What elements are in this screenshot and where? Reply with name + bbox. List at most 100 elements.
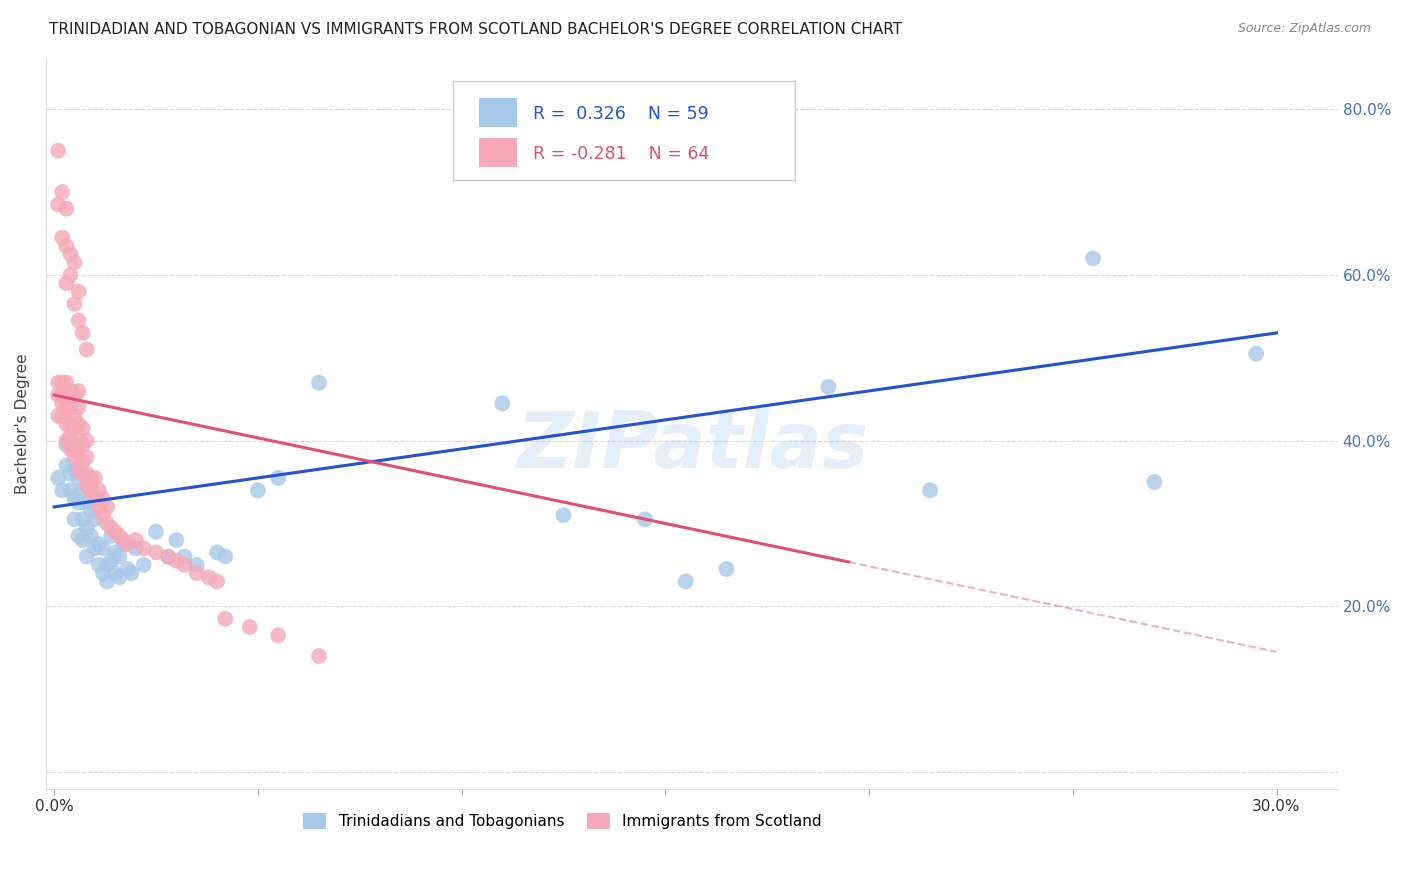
Point	[87, 500, 110, 514]
Point	[214, 549, 236, 564]
Point	[76, 343, 98, 357]
Point	[198, 570, 221, 584]
Point	[51, 388, 73, 402]
Point	[553, 508, 575, 523]
Point	[157, 549, 180, 564]
Point	[72, 512, 94, 526]
Point	[55, 376, 77, 390]
Point	[87, 558, 110, 572]
Point	[51, 396, 73, 410]
Point	[76, 479, 98, 493]
Point	[117, 537, 139, 551]
FancyBboxPatch shape	[453, 81, 796, 180]
Point	[112, 537, 135, 551]
Point	[72, 454, 94, 468]
Point	[46, 376, 69, 390]
Point	[59, 442, 82, 456]
Point	[246, 483, 269, 498]
Point	[132, 541, 155, 556]
Point	[59, 401, 82, 415]
Point	[55, 202, 77, 216]
Point	[46, 471, 69, 485]
Point	[46, 388, 69, 402]
Point	[51, 230, 73, 244]
Point	[132, 558, 155, 572]
Point	[112, 533, 135, 547]
Point	[91, 508, 114, 523]
Point	[716, 562, 738, 576]
Point	[80, 529, 103, 543]
Point	[308, 648, 330, 663]
Point	[59, 467, 82, 481]
Point	[108, 570, 131, 584]
Legend: Trinidadians and Tobagonians, Immigrants from Scotland: Trinidadians and Tobagonians, Immigrants…	[297, 807, 828, 836]
Point	[55, 417, 77, 431]
Point	[817, 380, 839, 394]
Point	[80, 504, 103, 518]
Point	[76, 496, 98, 510]
Point	[104, 566, 127, 581]
Point	[124, 533, 146, 547]
Text: R = -0.281    N = 64: R = -0.281 N = 64	[533, 145, 709, 163]
Point	[96, 500, 118, 514]
Point	[87, 483, 110, 498]
Text: Source: ZipAtlas.com: Source: ZipAtlas.com	[1237, 22, 1371, 36]
Point	[72, 467, 94, 481]
Point	[63, 297, 86, 311]
Point	[83, 471, 105, 485]
Point	[96, 574, 118, 589]
Point	[59, 483, 82, 498]
Point	[63, 491, 86, 506]
Point	[100, 554, 122, 568]
Point	[100, 520, 122, 534]
Point	[63, 255, 86, 269]
Point	[96, 516, 118, 531]
Text: R =  0.326    N = 59: R = 0.326 N = 59	[533, 105, 709, 123]
Point	[108, 549, 131, 564]
Point	[51, 483, 73, 498]
Point	[59, 417, 82, 431]
Point	[55, 239, 77, 253]
Point	[165, 533, 187, 547]
Point	[76, 549, 98, 564]
Point	[67, 401, 90, 415]
Point	[63, 409, 86, 423]
Point	[63, 462, 86, 476]
Point	[1081, 252, 1104, 266]
Point	[145, 524, 167, 539]
Point	[267, 628, 290, 642]
Point	[55, 458, 77, 473]
Point	[67, 529, 90, 543]
Point	[67, 285, 90, 299]
Point	[186, 558, 208, 572]
Point	[104, 545, 127, 559]
Point	[76, 434, 98, 448]
Point	[63, 512, 86, 526]
Point	[1244, 346, 1267, 360]
FancyBboxPatch shape	[478, 98, 517, 128]
Point	[308, 376, 330, 390]
Point	[124, 541, 146, 556]
Point	[76, 467, 98, 481]
Point	[63, 450, 86, 465]
Point	[59, 268, 82, 282]
Point	[72, 533, 94, 547]
Point	[72, 421, 94, 435]
Point	[59, 247, 82, 261]
Point	[1143, 475, 1166, 489]
Point	[59, 384, 82, 398]
FancyBboxPatch shape	[478, 138, 517, 168]
Point	[205, 545, 228, 559]
Point	[145, 545, 167, 559]
Point	[51, 376, 73, 390]
Point	[186, 566, 208, 581]
Point	[55, 434, 77, 448]
Point	[920, 483, 942, 498]
Point	[91, 491, 114, 506]
Point	[214, 612, 236, 626]
Point	[67, 313, 90, 327]
Point	[63, 421, 86, 435]
Point	[63, 388, 86, 402]
Point	[267, 471, 290, 485]
Point	[83, 541, 105, 556]
